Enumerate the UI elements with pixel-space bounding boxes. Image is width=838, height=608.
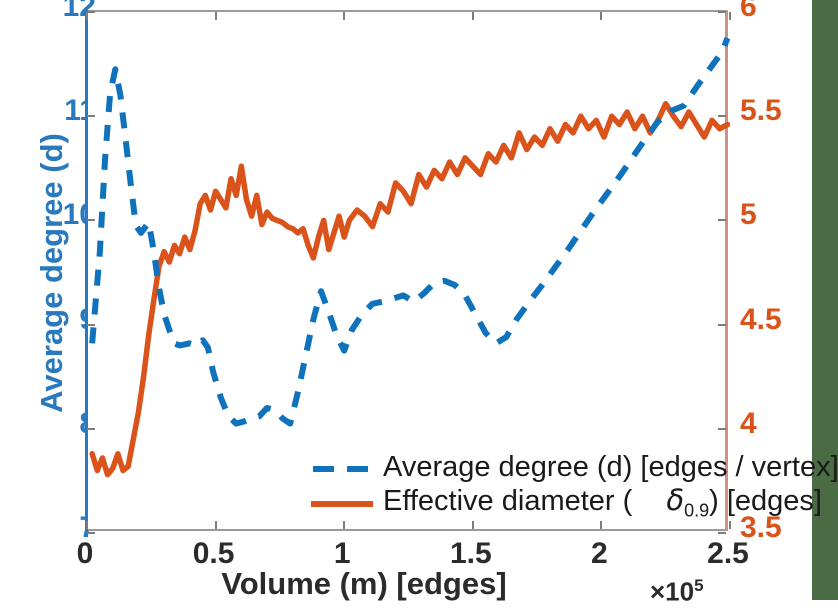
y-right-tick-label: 3.5 bbox=[740, 511, 782, 544]
x-tick-top bbox=[343, 12, 346, 20]
legend-key-dashed-blue bbox=[309, 458, 377, 478]
y-left-tick bbox=[87, 532, 95, 534]
x-tick-top bbox=[729, 12, 731, 20]
y-left-tick-label: 12 bbox=[62, 0, 96, 23]
legend-item-effective-diameter: Effective diameter ( δ0.9) [edges] bbox=[309, 483, 822, 521]
y-left-tick bbox=[87, 219, 95, 222]
legend: Average degree (d) [edges / vertex] Effe… bbox=[309, 450, 838, 521]
right-edge-strip bbox=[812, 0, 838, 600]
x-tick-label: 1.5 bbox=[449, 537, 492, 570]
legend-label-suffix: ) [edges] bbox=[709, 485, 822, 518]
y-axis-left-label: Average degree (d) bbox=[34, 133, 69, 413]
x-tick-bottom bbox=[214, 521, 217, 529]
legend-label-prefix: Effective diameter ( bbox=[383, 485, 641, 518]
series-average-degree-line bbox=[89, 36, 731, 427]
left-axis-spine bbox=[85, 10, 88, 531]
y-right-tick-label: 4 bbox=[740, 406, 757, 440]
curve-layer bbox=[89, 36, 731, 478]
legend-item-average-degree: Average degree (d) [edges / vertex] bbox=[309, 450, 838, 485]
x-tick-top bbox=[214, 12, 217, 20]
x-tick-label: 2 bbox=[591, 537, 608, 570]
x-axis-multiplier: ×105 bbox=[650, 576, 704, 608]
plot-area: Average degree (d) [edges / vertex] Effe… bbox=[85, 10, 838, 534]
x-tick-top bbox=[86, 12, 88, 20]
x-tick-label: 0 bbox=[76, 537, 94, 570]
y-left-tick bbox=[87, 427, 95, 430]
y-right-tick bbox=[718, 115, 726, 118]
x-axis-multiplier-exponent: 5 bbox=[694, 576, 704, 595]
y-right-tick bbox=[718, 427, 726, 430]
y-left-tick-label: 11 bbox=[64, 94, 96, 128]
y-left-tick-label: 10 bbox=[62, 198, 96, 232]
x-tick-bottom bbox=[729, 521, 731, 529]
y-right-tick bbox=[718, 532, 726, 534]
y-left-tick bbox=[87, 323, 95, 326]
y-right-tick bbox=[718, 323, 726, 326]
y-left-tick bbox=[87, 115, 95, 118]
x-tick-bottom bbox=[343, 521, 346, 529]
x-tick-label: 1 bbox=[333, 537, 351, 570]
x-axis-label: Volume (m) [edges] bbox=[221, 566, 507, 601]
legend-delta-symbol: δ bbox=[666, 483, 685, 518]
x-axis-multiplier-prefix: ×10 bbox=[650, 576, 695, 607]
y-right-tick bbox=[718, 11, 726, 13]
x-tick-top bbox=[471, 12, 474, 20]
y-right-tick bbox=[718, 219, 726, 222]
legend-delta-subscript: 0.9 bbox=[684, 500, 710, 521]
right-axis-spine bbox=[725, 10, 728, 531]
x-tick-top bbox=[600, 12, 603, 20]
y-left-tick bbox=[87, 11, 95, 13]
series-effective-diameter-line bbox=[89, 100, 731, 478]
legend-label-effective-diameter: Effective diameter ( δ0.9) [edges] bbox=[383, 483, 822, 521]
x-tick-label: 2.5 bbox=[707, 537, 749, 570]
y-right-tick-label: 5 bbox=[740, 198, 757, 232]
legend-label-average-degree: Average degree (d) [edges / vertex] bbox=[383, 451, 838, 483]
x-tick-label: 0.5 bbox=[192, 537, 235, 570]
y-right-tick-label: 6 bbox=[740, 0, 757, 23]
y-right-tick-label: 4.5 bbox=[740, 302, 782, 336]
x-tick-bottom bbox=[600, 521, 603, 529]
y-left-tick-label: 8 bbox=[16, 407, 96, 441]
x-tick-bottom bbox=[86, 521, 88, 529]
y-left-tick-label: 9 bbox=[16, 303, 96, 337]
legend-key-solid-orange bbox=[309, 493, 377, 513]
x-tick-bottom bbox=[471, 521, 474, 529]
y-right-tick-label: 5.5 bbox=[740, 94, 782, 128]
